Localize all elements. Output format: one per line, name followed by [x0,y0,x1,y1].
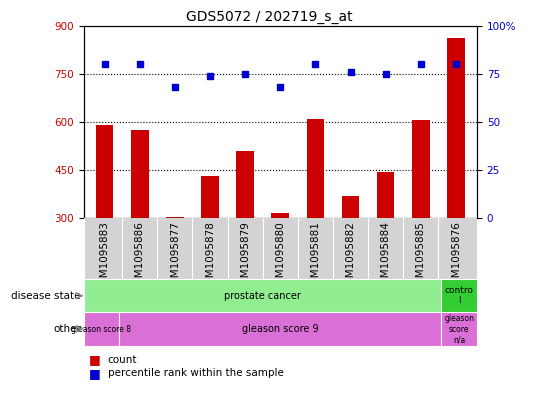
Text: GSM1095877: GSM1095877 [170,221,180,291]
Text: GSM1095884: GSM1095884 [381,221,391,291]
Text: gleason score 9: gleason score 9 [242,324,319,334]
Text: disease state: disease state [11,291,81,301]
Text: GSM1095885: GSM1095885 [416,221,426,291]
Text: GDS5072 / 202719_s_at: GDS5072 / 202719_s_at [186,10,353,24]
Bar [447,39,465,218]
Bar [201,176,219,218]
Text: gleason score 8: gleason score 8 [72,325,132,334]
Bar [412,120,430,218]
Bar [342,196,360,218]
Bar [377,172,395,218]
Bar [237,151,254,218]
Bar [441,312,477,346]
Text: GSM1095881: GSM1095881 [310,221,320,291]
Bar [119,312,441,346]
Text: GSM1095882: GSM1095882 [345,221,356,291]
Bar [96,125,113,218]
Text: prostate cancer: prostate cancer [224,291,301,301]
Text: percentile rank within the sample: percentile rank within the sample [108,368,284,378]
Bar [131,130,149,218]
Text: ■: ■ [89,367,101,380]
Bar [166,217,184,218]
Bar [272,213,289,218]
Text: GSM1095886: GSM1095886 [135,221,145,291]
Text: contro
l: contro l [445,286,474,305]
Text: count: count [108,354,137,365]
Text: GSM1095876: GSM1095876 [451,221,461,291]
Bar [307,119,324,218]
Text: gleason
score
n/a: gleason score n/a [444,314,474,344]
Text: GSM1095879: GSM1095879 [240,221,250,291]
Text: other: other [53,324,81,334]
Text: ■: ■ [89,353,101,366]
Text: GSM1095883: GSM1095883 [100,221,109,291]
Text: GSM1095878: GSM1095878 [205,221,215,291]
Bar [441,279,477,312]
Bar [84,312,119,346]
Text: GSM1095880: GSM1095880 [275,221,285,291]
